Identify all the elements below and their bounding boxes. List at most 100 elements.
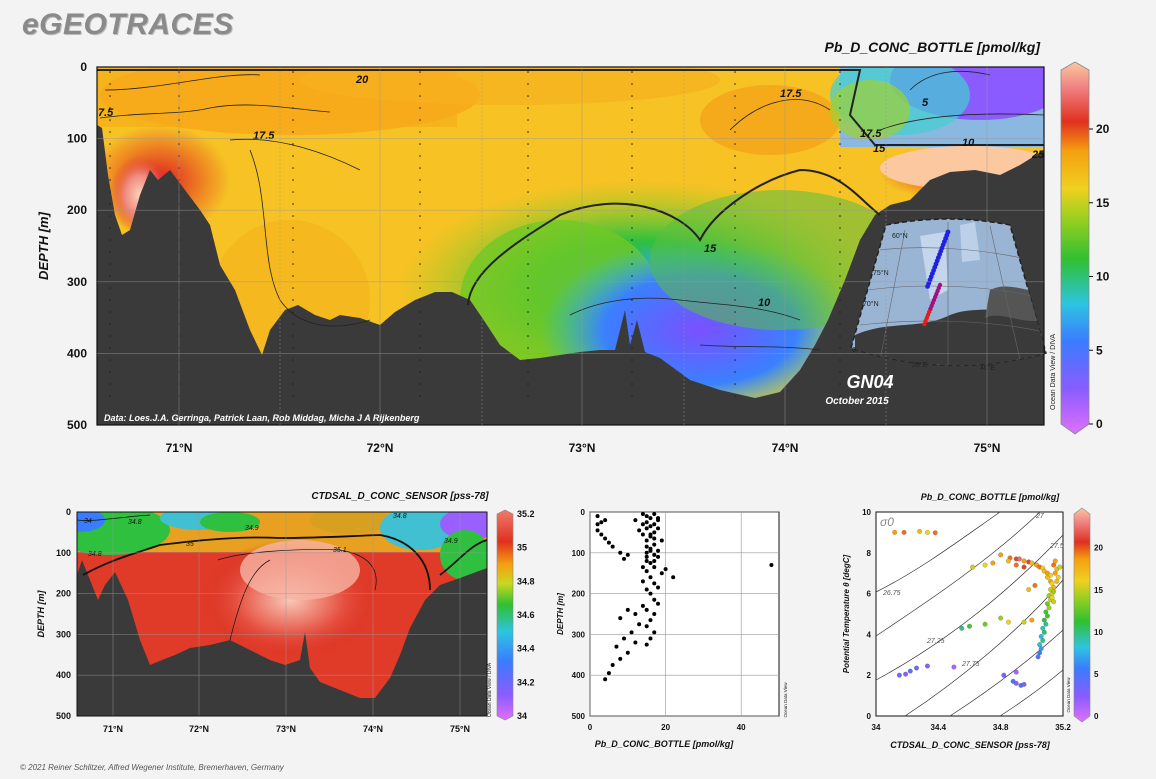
sample-dot bbox=[292, 335, 294, 337]
profile-point bbox=[610, 544, 615, 549]
sample-dot bbox=[109, 263, 111, 265]
profile-point bbox=[652, 597, 657, 602]
sample-dot bbox=[734, 131, 736, 133]
sample-dot bbox=[292, 191, 294, 193]
sample-dot bbox=[527, 143, 529, 145]
profile-x-tick: 40 bbox=[737, 723, 746, 732]
sample-dot bbox=[631, 251, 633, 253]
sample-dot bbox=[419, 311, 421, 313]
sample-dot bbox=[109, 299, 111, 301]
profile-point bbox=[652, 552, 657, 557]
sample-dot bbox=[631, 191, 633, 193]
sample-dot bbox=[527, 71, 529, 73]
profile-point bbox=[648, 575, 653, 580]
profile-point bbox=[648, 548, 653, 553]
ts-point bbox=[1051, 562, 1057, 568]
profile-x-tick: 0 bbox=[588, 723, 593, 732]
station-map-inset: 20°E 40°E 60°N 70°N 75°N 0 bbox=[850, 218, 1047, 372]
sample-dot bbox=[839, 119, 841, 121]
sample-dot bbox=[839, 107, 841, 109]
sample-dot bbox=[631, 263, 633, 265]
sample-dot bbox=[631, 167, 633, 169]
sample-dot bbox=[419, 83, 421, 85]
colorbar-tick: 10 bbox=[1096, 270, 1110, 284]
profile-point bbox=[644, 587, 649, 592]
sample-dot bbox=[734, 203, 736, 205]
profile-point bbox=[644, 514, 649, 519]
sample-dot bbox=[109, 371, 111, 373]
profile-point bbox=[652, 612, 657, 616]
sample-dot bbox=[839, 323, 841, 325]
ts-point bbox=[998, 552, 1004, 558]
sample-dot bbox=[734, 155, 736, 157]
contour-label: 25 bbox=[1031, 149, 1045, 161]
ts-point bbox=[1032, 583, 1038, 588]
profile-point bbox=[640, 532, 645, 537]
profile-point bbox=[652, 581, 657, 586]
ts-point bbox=[914, 665, 919, 671]
contour-label: 17.5 bbox=[860, 128, 882, 140]
profile-point bbox=[603, 677, 608, 682]
sal-x-tick: 74°N bbox=[363, 724, 383, 734]
profile-point bbox=[640, 522, 645, 527]
ts-x-tick: 35.2 bbox=[1055, 723, 1071, 732]
main-y-tick: 100 bbox=[67, 132, 87, 146]
profile-point bbox=[595, 514, 600, 519]
profile-point bbox=[644, 607, 649, 612]
sample-dot bbox=[734, 335, 736, 337]
profile-point bbox=[629, 630, 634, 635]
profile-point bbox=[652, 630, 657, 635]
sample-dot bbox=[527, 383, 529, 385]
contour-label: 20 bbox=[355, 74, 369, 86]
sample-dot bbox=[631, 299, 633, 301]
profile-point bbox=[614, 644, 619, 649]
ts-diagram-plot: 26.75 27.25 27.75 27 27.5 σ0 bbox=[875, 511, 1064, 717]
profile-ylabel: DEPTH [m] bbox=[556, 593, 565, 635]
contour-label: 10 bbox=[758, 297, 771, 309]
sample-dot bbox=[527, 335, 529, 337]
map-label: 75°N bbox=[873, 269, 889, 277]
sal-y-tick: 500 bbox=[56, 711, 71, 721]
sample-dot bbox=[419, 359, 421, 361]
sample-dot bbox=[527, 167, 529, 169]
isopycnal-label: 27.25 bbox=[926, 638, 945, 645]
sal-contour-label: 35 bbox=[186, 541, 194, 548]
sample-dot bbox=[109, 239, 111, 241]
ts-point bbox=[1049, 595, 1055, 601]
sample-dot bbox=[839, 287, 841, 289]
map-label: 60°N bbox=[892, 232, 908, 240]
profile-point bbox=[644, 526, 649, 531]
sample-dot bbox=[839, 359, 841, 361]
profile-point bbox=[644, 554, 649, 559]
sample-dot bbox=[734, 287, 736, 289]
sample-dot bbox=[109, 383, 111, 385]
ts-point bbox=[982, 562, 988, 568]
sal-x-tick: 71°N bbox=[103, 724, 123, 734]
profile-point bbox=[648, 524, 653, 529]
sample-dot bbox=[109, 335, 111, 337]
sample-dot bbox=[839, 191, 841, 193]
profile-point bbox=[610, 663, 615, 667]
ts-y-tick: 0 bbox=[867, 712, 872, 721]
profile-point bbox=[603, 518, 608, 523]
profile-point bbox=[652, 512, 657, 517]
sample-dot bbox=[734, 299, 736, 301]
contour-label: 5 bbox=[922, 97, 929, 109]
main-x-tick: 74°N bbox=[772, 441, 799, 455]
ts-point bbox=[1043, 621, 1049, 627]
profile-point bbox=[652, 536, 657, 541]
profile-point bbox=[652, 542, 657, 547]
sample-dot bbox=[292, 95, 294, 97]
main-x-tick: 71°N bbox=[166, 441, 193, 455]
sample-dot bbox=[839, 251, 841, 253]
sample-dot bbox=[839, 311, 841, 313]
profile-y-tick: 300 bbox=[572, 630, 586, 639]
sample-dot bbox=[419, 299, 421, 301]
sal-contour-label: 34.8 bbox=[128, 519, 142, 526]
profile-point bbox=[633, 612, 638, 616]
ts-point bbox=[1021, 564, 1027, 570]
sample-dot bbox=[109, 143, 111, 145]
sample-dot bbox=[292, 383, 294, 385]
ts-point bbox=[970, 564, 976, 570]
sample-dot bbox=[292, 323, 294, 325]
